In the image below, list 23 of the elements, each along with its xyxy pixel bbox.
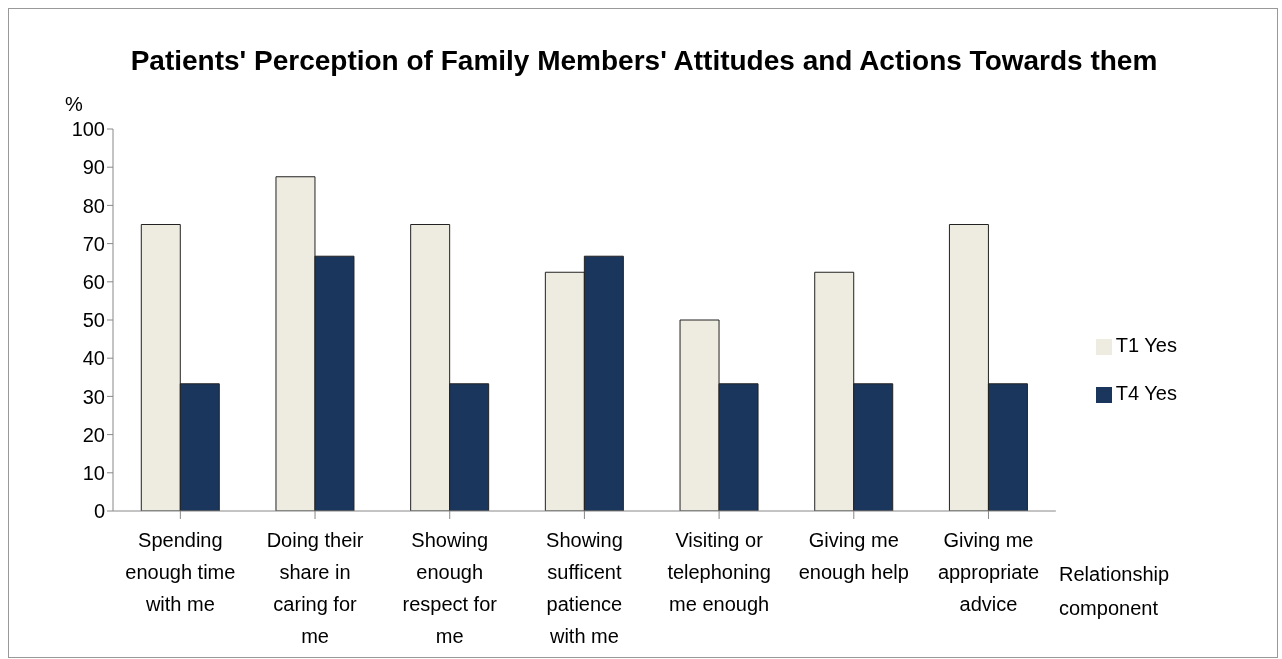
x-tick-label: Giving me appropriate advice [937,529,1040,615]
y-tick-label: 80 [82,194,105,217]
x-tick-label: Giving me enough help [798,529,909,583]
x-tick-label: Showing sufficent patience with me [546,529,623,647]
y-tick-label: 0 [93,500,105,523]
y-tick-label: 100 [71,118,105,141]
y-axis-title: % [65,93,83,116]
y-tick-label: 20 [82,423,105,446]
x-tick-label: Spending enough time with me [125,529,236,615]
chart-title: Patients' Perception of Family Members' Attitudes and Actions Towards them [129,45,1159,77]
y-tick-label: 90 [82,156,105,179]
y-tick-label: 70 [82,232,105,255]
legend-label: T4 Yes [1115,382,1177,404]
y-tick-label: 10 [82,461,105,484]
x-tick-label: Visiting or telephoning me enough [667,529,771,615]
y-tick-label: 30 [82,385,105,408]
y-tick-label: 60 [82,270,105,293]
y-tick-label: 50 [82,309,105,332]
legend-label: T1 Yes [1115,334,1177,356]
x-tick-label: Showing enough respect for me [402,529,498,647]
x-tick-label: Doing their share in caring for me [266,529,364,647]
x-axis-title: Relationship component [1059,562,1171,621]
y-tick-label: 40 [82,347,105,370]
